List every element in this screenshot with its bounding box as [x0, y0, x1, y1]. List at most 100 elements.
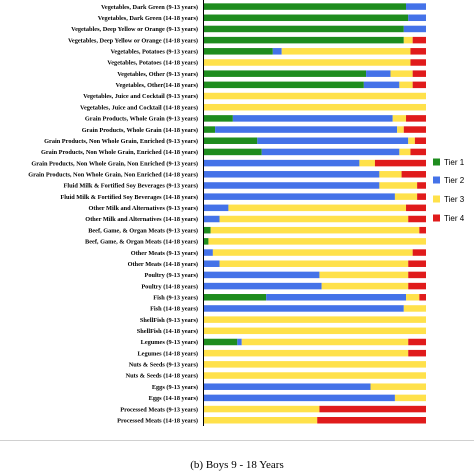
bar-segment-tier-3 — [370, 383, 426, 390]
bar-segment-tier-3 — [399, 81, 413, 89]
category-label: Processed Meats (9-13 years) — [120, 406, 198, 413]
bar-segment-tier-4 — [412, 81, 426, 89]
bar-segment-tier-1 — [204, 115, 233, 122]
bar-segment-tier-1 — [204, 238, 209, 245]
bar-segment-tier-2 — [204, 204, 229, 212]
bar-segment-tier-4 — [410, 48, 426, 55]
category-labels: Vegetables, Dark Green (9-13 years) Veget… — [28, 4, 198, 425]
category-label: Poultry (14-18 years) — [141, 283, 198, 290]
bar-segment-tier-3 — [399, 148, 411, 156]
category-label: Beef, Game, & Organ Meats (9-13 years) — [88, 227, 198, 234]
bar-segment-tier-1 — [204, 226, 211, 234]
bar-segment-tier-2 — [272, 48, 282, 55]
bar-segment-tier-4 — [408, 271, 426, 279]
bar-segment-tier-1 — [204, 126, 216, 133]
bar-segment-tier-3 — [321, 282, 409, 290]
bar-segment-tier-2 — [215, 126, 398, 133]
bar-segment-tier-1 — [204, 137, 258, 144]
bar-segment-tier-2 — [204, 193, 395, 200]
bar-segment-tier-4 — [410, 59, 426, 66]
category-label: ShellFish (9-13 years) — [140, 317, 198, 324]
bar-segment-tier-3 — [403, 36, 413, 44]
category-label: Eggs (14-18 years) — [149, 395, 198, 402]
bar-segment-tier-4 — [408, 260, 426, 267]
bar-segment-tier-3 — [219, 215, 409, 223]
legend-label: Tier 2 — [444, 176, 465, 185]
bar-segment-tier-4 — [417, 193, 426, 200]
category-label: Legumes (9-13 years) — [141, 339, 198, 346]
bar-segment-tier-4 — [406, 204, 426, 212]
category-label: Other Meats (9-13 years) — [131, 250, 198, 257]
category-label: Vegetables, Potatoes (14-18 years) — [107, 60, 198, 67]
legend-swatch — [433, 214, 440, 222]
bar-segment-tier-2 — [408, 14, 426, 22]
category-label: Eggs (9-13 years) — [152, 384, 198, 391]
bar-segment-tier-1 — [204, 3, 407, 10]
legend-label: Tier 3 — [444, 195, 465, 204]
category-label: Other Milk and Alternatives (14-18 years… — [85, 216, 198, 223]
bar-segment-tier-4 — [417, 182, 426, 189]
category-label: Vegetables, Dark Green (14-18 years) — [98, 15, 198, 22]
category-label: Other Milk and Alternatives (9-13 years) — [88, 205, 198, 212]
bar-segment-tier-2 — [261, 148, 400, 156]
category-label: Grain Products, Non Whole Grain, Non Enr… — [31, 160, 198, 167]
bar-segment-tier-1 — [204, 14, 409, 22]
bar-segment-tier-4 — [408, 338, 426, 346]
category-label: Vegetables, Other(14-18 years) — [116, 82, 198, 89]
bar-segment-tier-3 — [392, 115, 407, 122]
bar-segment-tier-2 — [257, 137, 409, 144]
bar-segment-tier-3 — [210, 226, 420, 234]
bar-segment-tier-3 — [281, 48, 411, 55]
category-label: Vegetables, Juice and Cocktail (9-13 yea… — [83, 93, 198, 100]
category-label: Vegetables, Deep Yellow or Orange (9-13 … — [71, 26, 198, 33]
bar-segment-tier-1 — [204, 48, 273, 55]
category-label: Fluid Milk & Fortified Soy Beverages (9-… — [64, 183, 199, 190]
bar-segment-tier-1 — [204, 338, 238, 346]
bar-area — [204, 3, 426, 424]
bar-segment-tier-2 — [204, 394, 395, 402]
category-label: Poultry (9-13 years) — [144, 272, 198, 279]
bar-segment-tier-3 — [204, 417, 318, 424]
bar-segment-tier-3 — [408, 137, 415, 144]
category-label: Vegetables, Dark Green (9-13 years) — [101, 4, 198, 11]
bar-segment-tier-3 — [208, 238, 426, 245]
bar-segment-tier-3 — [319, 271, 409, 279]
bar-segment-tier-4 — [319, 405, 426, 413]
bar-segment-tier-3 — [204, 92, 426, 100]
category-label: Other Meats (14-18 years) — [128, 261, 198, 268]
bar-segment-tier-4 — [374, 159, 426, 167]
bar-segment-tier-2 — [237, 338, 242, 346]
bar-segment-tier-3 — [204, 372, 426, 379]
bar-segment-tier-3 — [359, 159, 375, 167]
bar-segment-tier-3 — [394, 193, 418, 200]
bar-segment-tier-2 — [366, 70, 391, 77]
bar-segment-tier-3 — [204, 349, 409, 357]
bar-segment-tier-3 — [204, 316, 426, 323]
bar-segment-tier-3 — [379, 182, 418, 189]
legend-swatch — [433, 195, 440, 203]
category-label: Processed Meats (14-18 years) — [117, 417, 198, 424]
bar-segment-tier-2 — [204, 171, 380, 178]
bar-segment-tier-1 — [204, 36, 404, 44]
bar-segment-tier-3 — [204, 361, 426, 368]
legend-label: Tier 4 — [444, 214, 465, 223]
category-label: Grain Products, Whole Grain (9-13 years) — [85, 116, 198, 123]
bar-segment-tier-2 — [406, 3, 426, 10]
category-label: ShellFish (14-18 years) — [137, 328, 198, 335]
category-label: Grain Products, Non Whole Grain, Enriche… — [44, 138, 198, 145]
bar-segment-tier-3 — [204, 327, 426, 335]
legend: Tier 1 Tier 2 Tier 3 Tier 4 — [433, 158, 465, 223]
bar-segment-tier-4 — [403, 126, 426, 133]
category-label: Vegetables, Other (9-13 years) — [117, 71, 198, 78]
bar-segment-tier-3 — [228, 204, 407, 212]
category-label: Vegetables, Potatoes (9-13 years) — [110, 49, 198, 56]
bar-segment-tier-4 — [408, 349, 426, 357]
category-label: Grain Products, Whole Grain (14-18 years… — [82, 127, 198, 134]
bar-segment-tier-1 — [204, 294, 267, 301]
bar-segment-tier-4 — [419, 294, 426, 301]
category-label: Nuts & Seeds (14-18 years) — [126, 373, 198, 380]
bar-segment-tier-4 — [408, 282, 426, 290]
bar-segment-tier-3 — [219, 260, 409, 267]
bar-segment-tier-4 — [412, 70, 426, 77]
bar-segment-tier-2 — [204, 260, 220, 267]
